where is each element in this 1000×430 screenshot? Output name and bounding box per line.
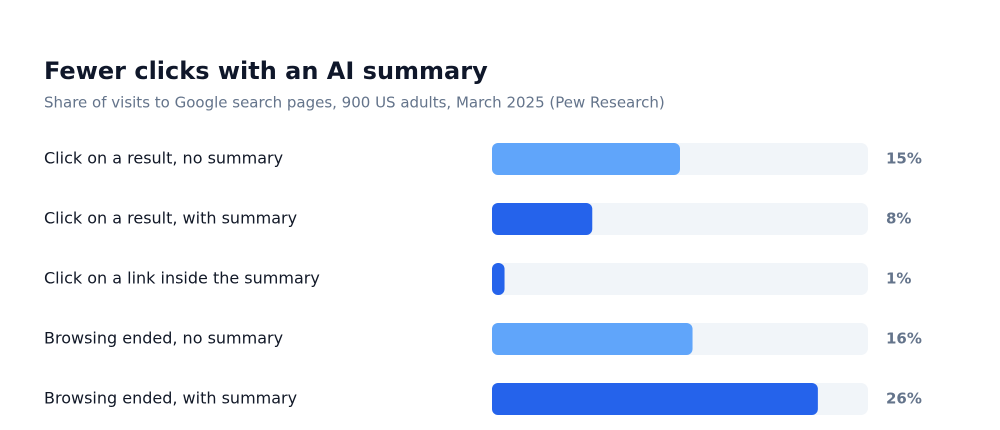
bar xyxy=(492,143,680,175)
bar xyxy=(492,203,593,235)
bar xyxy=(492,383,818,415)
value-label: 1% xyxy=(886,270,911,288)
bar xyxy=(492,323,693,355)
value-label: 8% xyxy=(886,210,911,228)
value-label: 15% xyxy=(886,150,922,168)
chart-subtitle: Share of visits to Google search pages, … xyxy=(44,94,665,112)
category-label: Browsing ended, with summary xyxy=(44,389,297,408)
category-label: Click on a link inside the summary xyxy=(44,269,320,288)
bar xyxy=(492,263,505,295)
category-label: Click on a result, no summary xyxy=(44,149,283,168)
category-label: Browsing ended, no summary xyxy=(44,329,283,348)
value-label: 16% xyxy=(886,330,922,348)
bar-track xyxy=(492,263,868,295)
chart-title: Fewer clicks with an AI summary xyxy=(44,57,488,85)
category-label: Click on a result, with summary xyxy=(44,209,297,228)
value-label: 26% xyxy=(886,390,922,408)
